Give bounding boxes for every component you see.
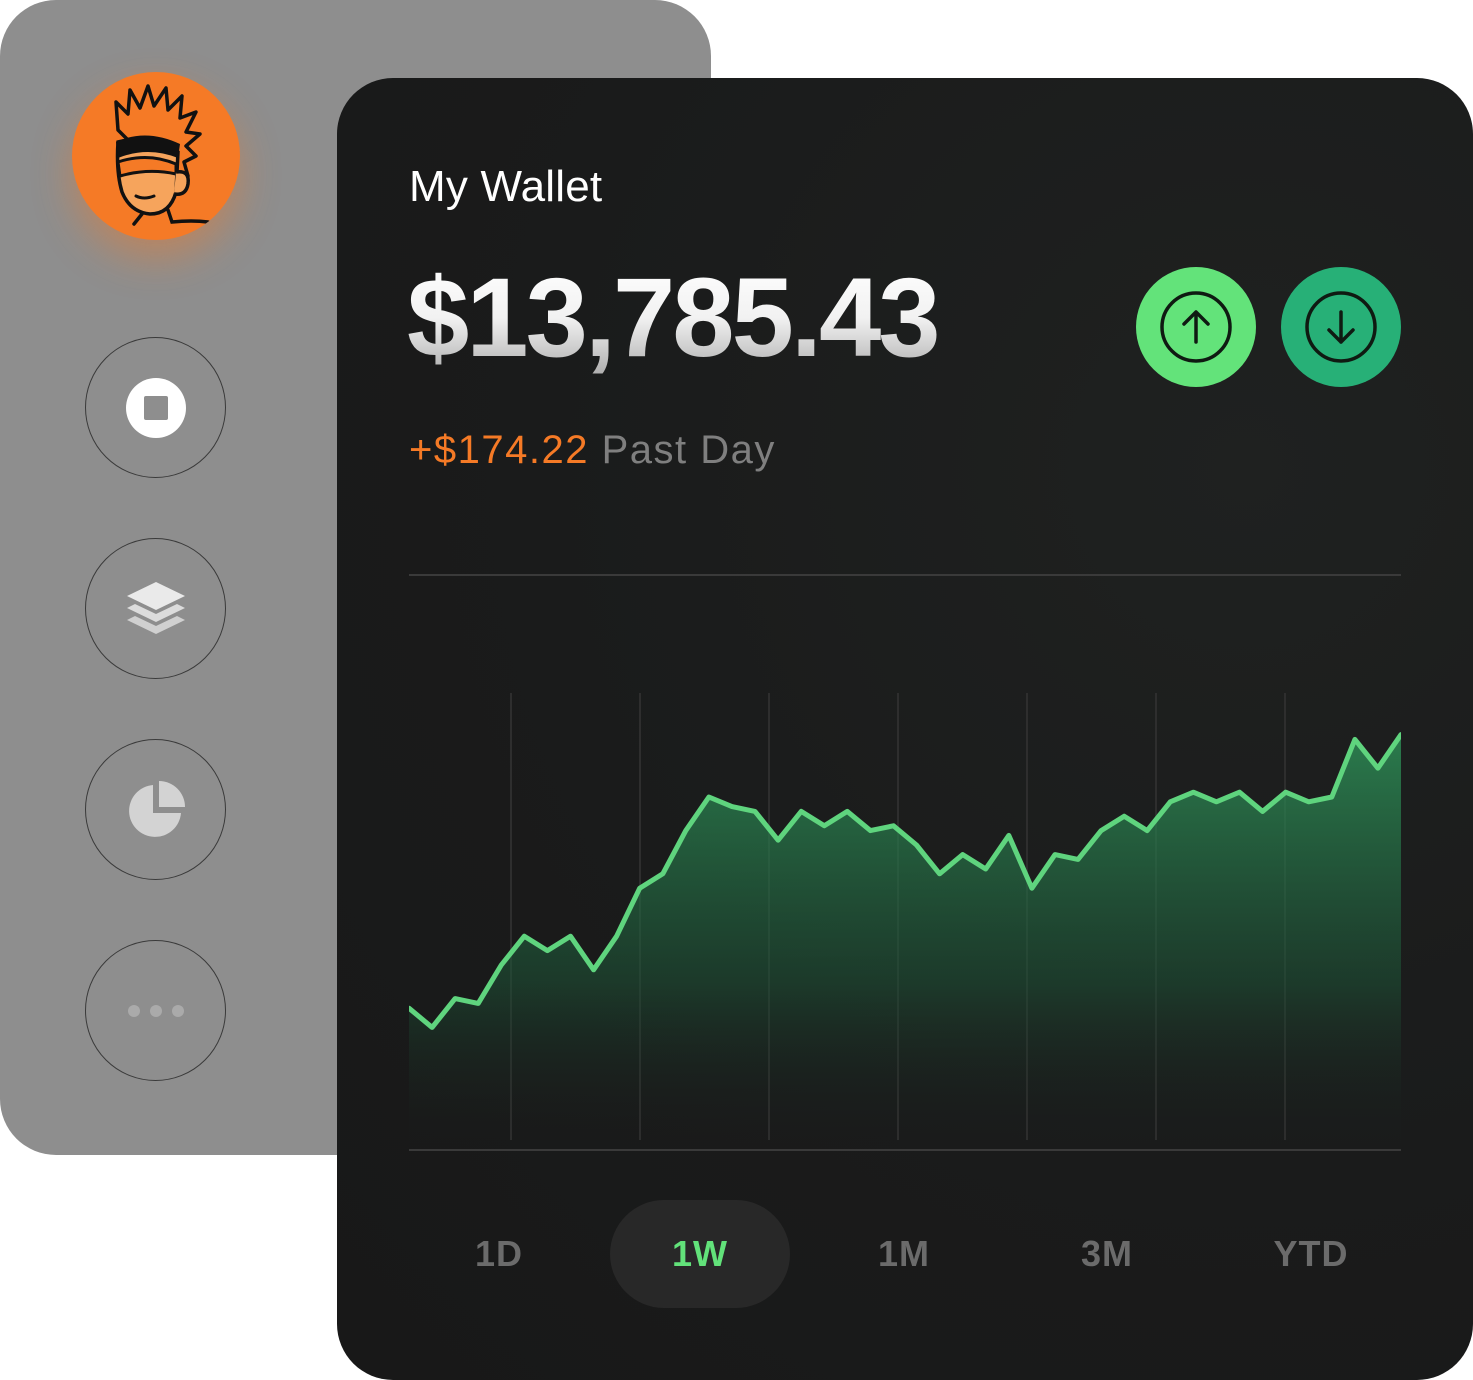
tab-ytd[interactable]: YTD — [1226, 1200, 1396, 1308]
pie-chart-icon — [128, 780, 185, 837]
stop-icon — [125, 377, 186, 438]
nav-layers-button[interactable] — [85, 538, 226, 679]
tab-1m[interactable]: 1M — [819, 1200, 989, 1308]
avatar[interactable] — [72, 72, 240, 240]
layers-icon — [126, 581, 185, 634]
tab-1d[interactable]: 1D — [424, 1200, 574, 1308]
tab-1d-label: 1D — [474, 1233, 524, 1274]
balance-chart — [409, 574, 1401, 1151]
avatar-illustration-icon — [114, 84, 210, 226]
wallet-title: My Wallet — [409, 162, 603, 211]
nav-portfolio-button[interactable] — [85, 739, 226, 880]
more-icon — [127, 1004, 184, 1017]
send-button[interactable] — [1136, 267, 1256, 387]
tab-3m-label: 3M — [1080, 1233, 1133, 1274]
nav-more-button[interactable] — [85, 940, 226, 1081]
balance-change: +$174.22 Past Day — [409, 428, 776, 473]
tab-1m-label: 1M — [877, 1233, 930, 1274]
change-amount: +$174.22 — [409, 428, 589, 472]
tab-ytd-label: YTD — [1273, 1233, 1349, 1274]
change-period: Past Day — [601, 428, 776, 472]
arrow-down-icon — [1305, 291, 1377, 363]
tab-1w[interactable]: 1W — [610, 1200, 790, 1308]
tab-1w-label: 1W — [672, 1233, 728, 1274]
tab-3m[interactable]: 3M — [1022, 1200, 1192, 1308]
chart-area — [409, 734, 1401, 1150]
chart-line — [409, 732, 1401, 1030]
receive-button[interactable] — [1281, 267, 1401, 387]
arrow-up-icon — [1160, 291, 1232, 363]
wallet-balance: $13,785.43 — [407, 255, 941, 380]
wallet-card: My Wallet $13,785.43 +$174.22 Past Day — [337, 78, 1473, 1380]
nav-stop-button[interactable] — [85, 337, 226, 478]
timeframe-tabs: 1D 1W 1M 3M YTD — [409, 1200, 1401, 1308]
